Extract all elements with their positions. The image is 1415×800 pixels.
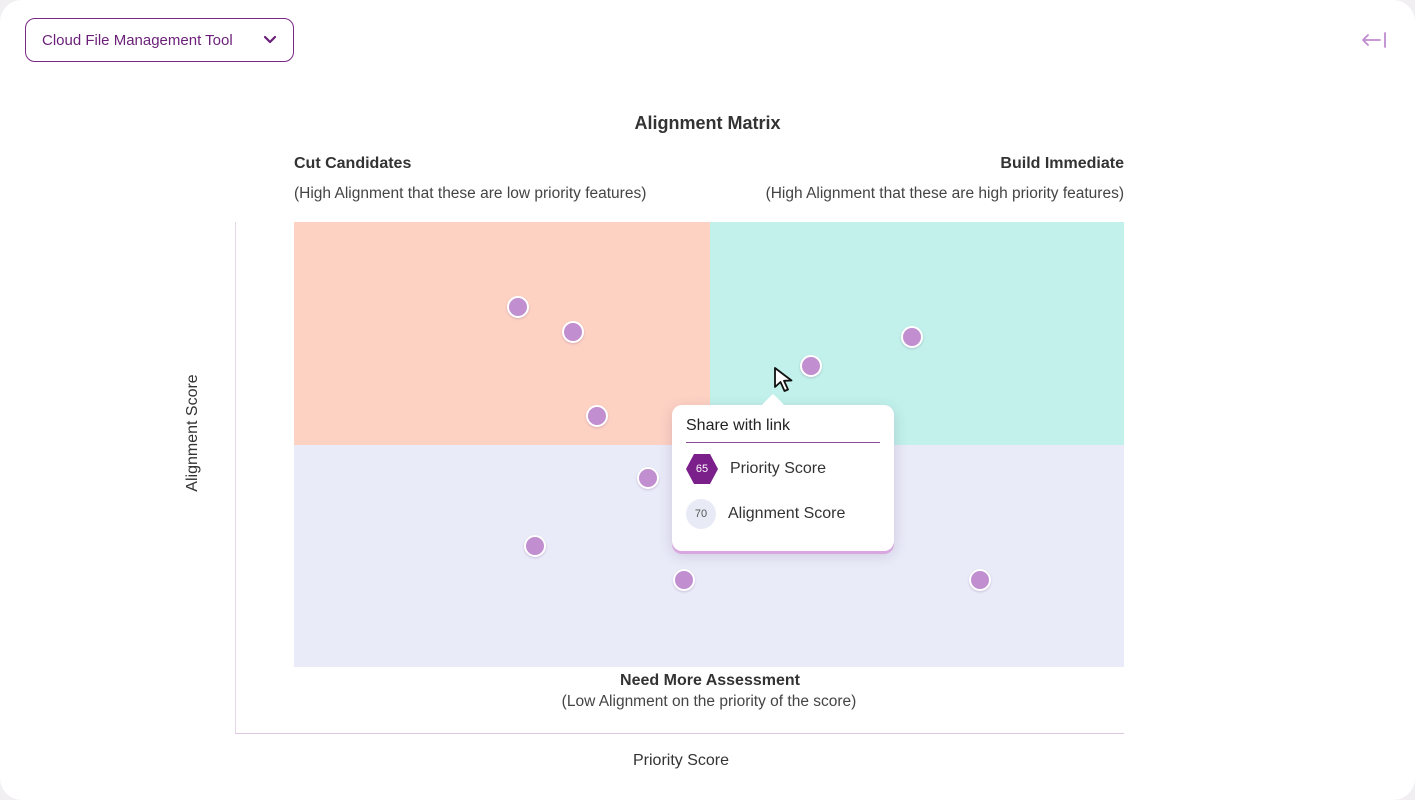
- point-tooltip: Share with link 65 Priority Score 70 Ali…: [672, 393, 894, 551]
- product-select[interactable]: Cloud File Management Tool: [25, 18, 294, 62]
- quadrant-subtitle-need-more-assessment: (Low Alignment on the priority of the sc…: [561, 693, 857, 710]
- y-axis-line: [235, 222, 236, 733]
- scatter-point[interactable]: [507, 295, 530, 318]
- x-axis-label: Priority Score: [632, 752, 730, 769]
- priority-score-badge: 65: [686, 454, 718, 484]
- quadrant-cut-candidates: [294, 222, 710, 445]
- priority-score-label: Priority Score: [730, 460, 827, 477]
- alignment-score-badge: 70: [686, 499, 716, 529]
- alignment-score-label: Alignment Score: [728, 505, 846, 522]
- tooltip-title[interactable]: Share with link: [686, 417, 880, 443]
- mouse-pointer-icon: [774, 367, 793, 392]
- quadrant-subtitle-cut-candidates: (High Alignment that these are low prior…: [294, 185, 647, 202]
- chart-title: Alignment Matrix: [634, 113, 781, 133]
- arrow-left-to-bar-icon[interactable]: [1358, 30, 1388, 50]
- scatter-point[interactable]: [523, 534, 546, 557]
- y-axis-label: Alignment Score: [184, 374, 201, 492]
- quadrant-title-build-immediate: Build Immediate: [1000, 155, 1124, 172]
- scatter-point[interactable]: [969, 568, 992, 591]
- x-axis-line: [235, 733, 1124, 734]
- quadrant-title-need-more-assessment: Need More Assessment: [620, 672, 800, 689]
- scatter-point[interactable]: [800, 355, 823, 378]
- quadrant-subtitle-build-immediate: (High Alignment that these are high prio…: [765, 185, 1124, 202]
- scatter-point[interactable]: [673, 568, 696, 591]
- scatter-point[interactable]: [585, 404, 608, 427]
- chevron-down-icon: [263, 35, 277, 44]
- product-select-value: Cloud File Management Tool: [42, 31, 233, 49]
- scatter-point[interactable]: [637, 466, 660, 489]
- scatter-point[interactable]: [561, 320, 584, 343]
- tooltip-priority-row: 65 Priority Score: [686, 454, 826, 484]
- scatter-point[interactable]: [900, 325, 923, 348]
- quadrant-title-cut-candidates: Cut Candidates: [294, 155, 412, 172]
- tooltip-alignment-row: 70 Alignment Score: [686, 499, 845, 529]
